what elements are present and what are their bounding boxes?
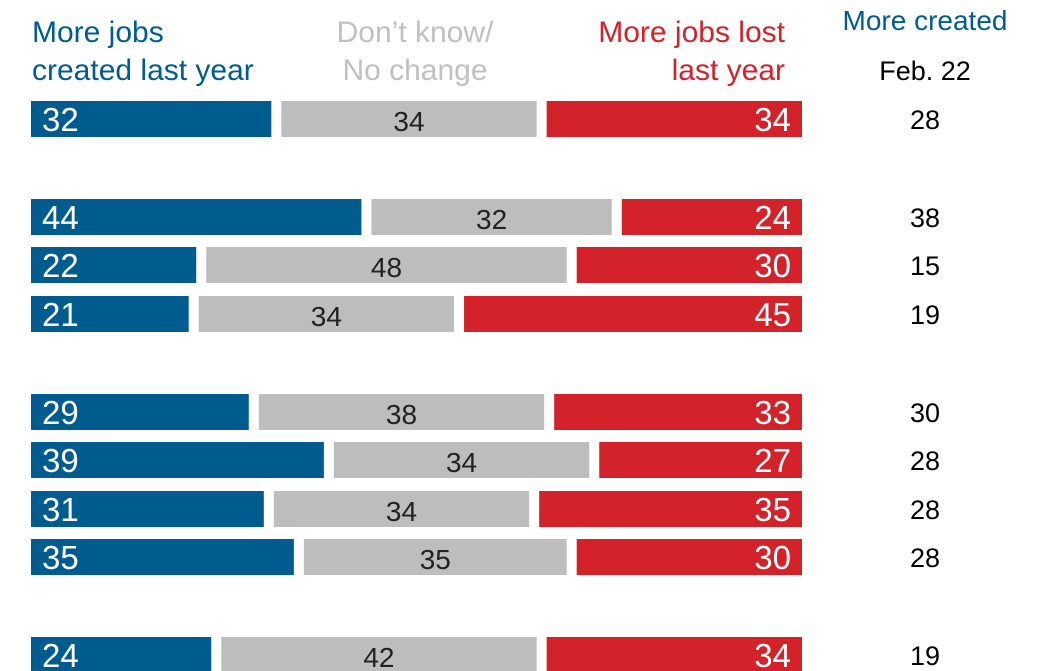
more-created-feb22-value: 19 xyxy=(910,641,940,671)
bar-created xyxy=(31,442,324,478)
bar-lost xyxy=(546,637,802,671)
bar-created xyxy=(31,637,212,671)
data-label-created: 44 xyxy=(42,199,79,236)
data-label-created: 24 xyxy=(42,637,79,671)
header-date: Feb. 22 xyxy=(879,56,971,86)
data-label-dont-know: 34 xyxy=(386,496,417,527)
header-more-created: More created xyxy=(842,5,1008,36)
data-label-created: 29 xyxy=(42,394,79,431)
bar-dont-know xyxy=(258,394,545,430)
data-label-created: 39 xyxy=(42,442,79,479)
more-created-feb22-value: 28 xyxy=(910,446,940,476)
data-label-dont-know: 34 xyxy=(393,106,424,137)
bar-dont-know xyxy=(206,247,567,283)
bar-created xyxy=(31,199,362,235)
header-dont-know-line-2: No change xyxy=(342,54,488,87)
header-created-line-2: created last year xyxy=(32,54,254,87)
more-created-feb22-value: 28 xyxy=(910,105,940,135)
data-label-lost: 34 xyxy=(754,637,791,671)
header-lost-line-2: last year xyxy=(671,54,785,87)
data-label-lost: 35 xyxy=(754,491,791,528)
data-label-dont-know: 42 xyxy=(363,642,394,671)
data-label-lost: 33 xyxy=(754,394,791,431)
data-label-lost: 30 xyxy=(754,247,791,284)
data-label-created: 35 xyxy=(42,539,79,576)
data-label-lost: 45 xyxy=(754,296,791,333)
bar-dont-know xyxy=(221,637,537,671)
data-label-created: 32 xyxy=(42,101,79,138)
data-label-dont-know: 32 xyxy=(476,204,507,235)
data-label-lost: 30 xyxy=(754,539,791,576)
data-label-dont-know: 34 xyxy=(311,301,342,332)
header-dont-know: Don’t know/ No change xyxy=(315,14,515,90)
more-created-feb22-value: 30 xyxy=(910,398,940,428)
data-label-dont-know: 48 xyxy=(371,252,402,283)
bar-dont-know xyxy=(303,539,567,575)
bar-dont-know xyxy=(198,296,455,332)
bar-created xyxy=(31,296,189,332)
data-label-dont-know: 35 xyxy=(420,544,451,575)
bar-lost xyxy=(539,491,802,527)
bar-created xyxy=(31,491,264,527)
data-label-lost: 27 xyxy=(754,442,791,479)
bar-created xyxy=(31,539,294,575)
bar-lost xyxy=(599,442,802,478)
data-label-lost: 34 xyxy=(754,101,791,138)
header-more-jobs-lost: More jobs lost last year xyxy=(560,14,785,90)
data-label-lost: 24 xyxy=(754,199,791,236)
more-created-feb22-value: 15 xyxy=(910,251,940,281)
header-lost-line-1: More jobs lost xyxy=(598,16,785,49)
more-created-feb22-value: 38 xyxy=(910,203,940,233)
bar-lost xyxy=(576,539,802,575)
data-label-dont-know: 34 xyxy=(446,447,477,478)
bar-dont-know xyxy=(273,491,530,527)
bar-created xyxy=(31,394,249,430)
bar-lost xyxy=(576,247,802,283)
bar-lost xyxy=(546,101,802,137)
header-more-jobs-created: More jobs created last year xyxy=(32,14,292,90)
data-label-created: 22 xyxy=(42,247,79,284)
more-created-feb22-value: 19 xyxy=(910,300,940,330)
bar-created xyxy=(31,247,197,283)
bar-lost xyxy=(554,394,802,430)
bar-created xyxy=(31,101,272,137)
bar-dont-know xyxy=(281,101,537,137)
bar-lost xyxy=(464,296,802,332)
bar-dont-know xyxy=(333,442,590,478)
data-label-created: 31 xyxy=(42,491,79,528)
header-dont-know-line-1: Don’t know/ xyxy=(336,16,494,49)
more-created-feb22-value: 28 xyxy=(910,543,940,573)
more-created-feb22-value: 28 xyxy=(910,495,940,525)
data-label-created: 21 xyxy=(42,296,79,333)
bar-lost xyxy=(621,199,802,235)
header-created-line-1: More jobs xyxy=(32,16,164,49)
bar-dont-know xyxy=(371,199,612,235)
data-label-dont-know: 38 xyxy=(386,399,417,430)
